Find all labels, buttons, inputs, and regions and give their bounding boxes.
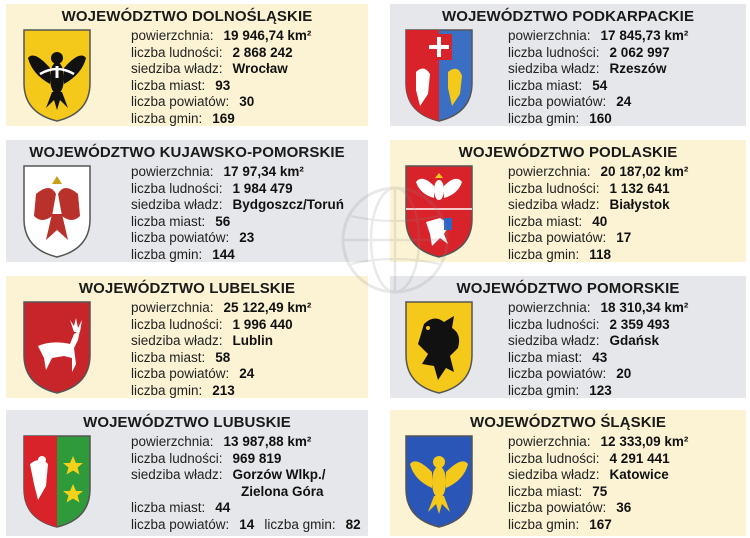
card-title: WOJEWÓDZTWO PODKARPACKIE — [441, 8, 695, 25]
card-kujawsko-pomorskie: WOJEWÓDZTWO KUJAWSKO-POMORSKIE powierzch… — [6, 140, 368, 262]
stat-population: liczba ludności: 2 062 997 — [508, 44, 670, 60]
stat-capital: siedziba władz: Bydgoszcz/Toruń — [131, 197, 345, 212]
stat-cities: liczba miast: 54 — [508, 77, 608, 93]
stat-population: liczba ludności: 1 984 479 — [131, 180, 293, 196]
stat-counties: liczba powiatów: 24 — [508, 94, 632, 109]
stat-population: liczba ludności: 969 819 — [131, 450, 282, 466]
stat-capital: siedziba władz: Wrocław — [131, 61, 288, 76]
stat-area: powierzchnia: 19 946,74 km² — [131, 28, 312, 43]
stat-cities: liczba miast: 75 — [508, 483, 608, 499]
card-title: WOJEWÓDZTWO PODLASKIE — [458, 144, 678, 161]
stat-cities: liczba miast: 43 — [508, 349, 608, 365]
stat-communes: liczba gmin: 160 — [508, 110, 612, 126]
card-slaskie: WOJEWÓDZTWO ŚLĄSKIE powierzchnia: 12 333,… — [390, 410, 746, 536]
stat-capital-cont: Zielona Góra — [241, 483, 324, 499]
stat-population: liczba ludności: 1 996 440 — [131, 316, 293, 332]
stat-area: powierzchnia: 12 333,09 km² — [508, 434, 689, 449]
card-podkarpackie: WOJEWÓDZTWO PODKARPACKIE powierzchnia: 17… — [390, 4, 746, 126]
stat-area: powierzchnia: 25 122,49 km² — [131, 300, 312, 315]
stat-area: powierzchnia: 18 310,34 km² — [508, 300, 689, 315]
stats-list: powierzchnia: 19 946,74 km² liczba ludnoś… — [131, 28, 311, 127]
stats-list: powierzchnia: 18 310,34 km² liczba ludnoś… — [508, 300, 688, 399]
stat-counties: liczba powiatów: 36 — [508, 500, 632, 515]
stat-population: liczba ludności: 4 291 441 — [508, 450, 670, 466]
stat-cities: liczba miast: 40 — [508, 213, 608, 229]
coat-of-arms-icon — [404, 164, 474, 259]
card-podlaskie: WOJEWÓDZTWO PODLASKIE powierzchnia: 20 18… — [390, 140, 746, 262]
stats-list: powierzchnia: 12 333,09 km² liczba ludnoś… — [508, 434, 688, 533]
card-title: WOJEWÓDZTWO ŚLĄSKIE — [469, 414, 667, 431]
coat-of-arms-icon — [404, 300, 474, 395]
stat-counties-communes: liczba powiatów: 14 liczba gmin: 82 — [131, 516, 361, 532]
card-lubuskie: WOJEWÓDZTWO LUBUSKIE powierzchnia: 13 987… — [6, 410, 368, 536]
stat-counties: liczba powiatów: 23 — [131, 230, 255, 245]
stats-list: powierzchnia: 17 97,34 km² liczba ludnośc… — [131, 164, 344, 263]
card-dolnoslaskie: WOJEWÓDZTWO DOLNOŚLĄSKIE powierzchnia: 19… — [6, 4, 368, 126]
coat-of-arms-icon — [22, 164, 92, 259]
stat-counties: liczba powiatów: 24 — [131, 366, 255, 381]
stat-communes: liczba gmin: 118 — [508, 246, 612, 262]
stat-population: liczba ludności: 2 359 493 — [508, 316, 670, 332]
stat-capital: siedziba władz: Gdańsk — [508, 333, 660, 348]
card-pomorskie: WOJEWÓDZTWO POMORSKIE powierzchnia: 18 31… — [390, 276, 746, 398]
stat-area: powierzchnia: 17 845,73 km² — [508, 28, 689, 43]
card-title: WOJEWÓDZTWO LUBUSKIE — [83, 414, 291, 431]
stat-capital: siedziba władz: Rzeszów — [508, 61, 667, 76]
card-title: WOJEWÓDZTWO LUBELSKIE — [78, 280, 296, 297]
stat-communes: liczba gmin: 169 — [131, 110, 235, 126]
card-lubelskie: WOJEWÓDZTWO LUBELSKIE powierzchnia: 25 12… — [6, 276, 368, 398]
stat-communes: liczba gmin: 167 — [508, 516, 612, 532]
stats-list: powierzchnia: 25 122,49 km² liczba ludnoś… — [131, 300, 311, 399]
coat-of-arms-icon — [22, 300, 92, 395]
stat-counties: liczba powiatów: 17 — [508, 230, 632, 245]
stat-capital: siedziba władz: Gorzów Wlkp./ — [131, 467, 326, 482]
stats-list: powierzchnia: 13 987,88 km² liczba ludnoś… — [131, 434, 361, 533]
stat-cities: liczba miast: 58 — [131, 349, 231, 365]
stat-population: liczba ludności: 2 868 242 — [131, 44, 293, 60]
coat-of-arms-icon — [22, 434, 92, 529]
card-title: WOJEWÓDZTWO KUJAWSKO-POMORSKIE — [29, 144, 345, 161]
card-title: WOJEWÓDZTWO DOLNOŚLĄSKIE — [61, 8, 313, 25]
stat-counties: liczba powiatów: 30 — [131, 94, 255, 109]
coat-of-arms-icon — [404, 28, 474, 123]
stat-counties: liczba powiatów: 20 — [508, 366, 632, 381]
stat-cities: liczba miast: 56 — [131, 213, 231, 229]
stat-cities: liczba miast: 44 — [131, 500, 231, 515]
stat-communes: liczba gmin: 123 — [508, 382, 612, 398]
card-title: WOJEWÓDZTWO POMORSKIE — [456, 280, 680, 297]
stat-area: powierzchnia: 20 187,02 km² — [508, 164, 689, 179]
coat-of-arms-icon — [404, 434, 474, 529]
stats-list: powierzchnia: 20 187,02 km² liczba ludnoś… — [508, 164, 688, 263]
stat-area: powierzchnia: 17 97,34 km² — [131, 164, 304, 179]
stat-capital: siedziba władz: Białystok — [508, 197, 670, 212]
stats-list: powierzchnia: 17 845,73 km² liczba ludnoś… — [508, 28, 688, 127]
stat-communes: liczba gmin: 213 — [131, 382, 235, 398]
stat-cities: liczba miast: 93 — [131, 77, 231, 93]
stat-population: liczba ludności: 1 132 641 — [508, 180, 670, 196]
stat-communes: liczba gmin: 144 — [131, 246, 235, 262]
stat-capital: siedziba władz: Lublin — [131, 333, 274, 348]
stat-capital: siedziba władz: Katowice — [508, 467, 669, 482]
coat-of-arms-icon — [22, 28, 92, 123]
stat-area: powierzchnia: 13 987,88 km² — [131, 434, 312, 449]
